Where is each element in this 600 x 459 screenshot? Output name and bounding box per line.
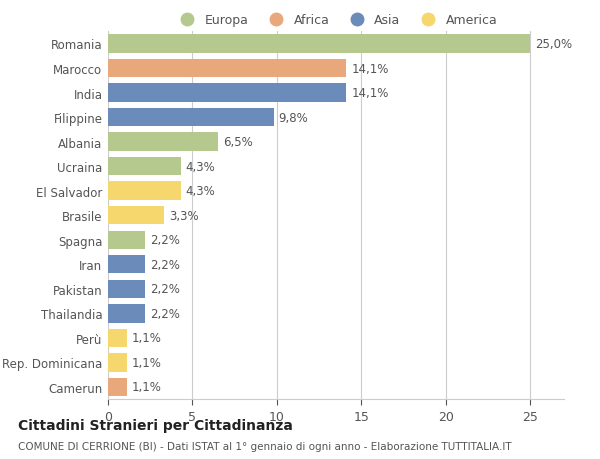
- Text: 14,1%: 14,1%: [351, 62, 389, 75]
- Bar: [108, 256, 145, 274]
- Text: 25,0%: 25,0%: [535, 38, 572, 51]
- Text: 2,2%: 2,2%: [150, 283, 180, 296]
- Text: 2,2%: 2,2%: [150, 234, 180, 246]
- Text: Cittadini Stranieri per Cittadinanza: Cittadini Stranieri per Cittadinanza: [18, 418, 293, 431]
- Legend: Europa, Africa, Asia, America: Europa, Africa, Asia, America: [170, 9, 502, 32]
- Bar: [108, 329, 127, 347]
- Bar: [108, 133, 218, 151]
- Text: 14,1%: 14,1%: [351, 87, 389, 100]
- Bar: [108, 207, 164, 225]
- Text: 1,1%: 1,1%: [131, 381, 161, 393]
- Bar: [108, 378, 127, 396]
- Text: 1,1%: 1,1%: [131, 332, 161, 345]
- Text: 1,1%: 1,1%: [131, 356, 161, 369]
- Bar: [108, 84, 346, 102]
- Bar: [108, 157, 181, 176]
- Bar: [108, 353, 127, 372]
- Text: 4,3%: 4,3%: [185, 185, 215, 198]
- Text: 3,3%: 3,3%: [169, 209, 199, 222]
- Text: 6,5%: 6,5%: [223, 136, 253, 149]
- Bar: [108, 35, 530, 54]
- Bar: [108, 231, 145, 249]
- Bar: [108, 182, 181, 201]
- Text: COMUNE DI CERRIONE (BI) - Dati ISTAT al 1° gennaio di ogni anno - Elaborazione T: COMUNE DI CERRIONE (BI) - Dati ISTAT al …: [18, 441, 512, 451]
- Bar: [108, 109, 274, 127]
- Text: 2,2%: 2,2%: [150, 258, 180, 271]
- Bar: [108, 304, 145, 323]
- Text: 2,2%: 2,2%: [150, 307, 180, 320]
- Text: 9,8%: 9,8%: [278, 112, 308, 124]
- Bar: [108, 280, 145, 298]
- Bar: [108, 60, 346, 78]
- Text: 4,3%: 4,3%: [185, 160, 215, 173]
